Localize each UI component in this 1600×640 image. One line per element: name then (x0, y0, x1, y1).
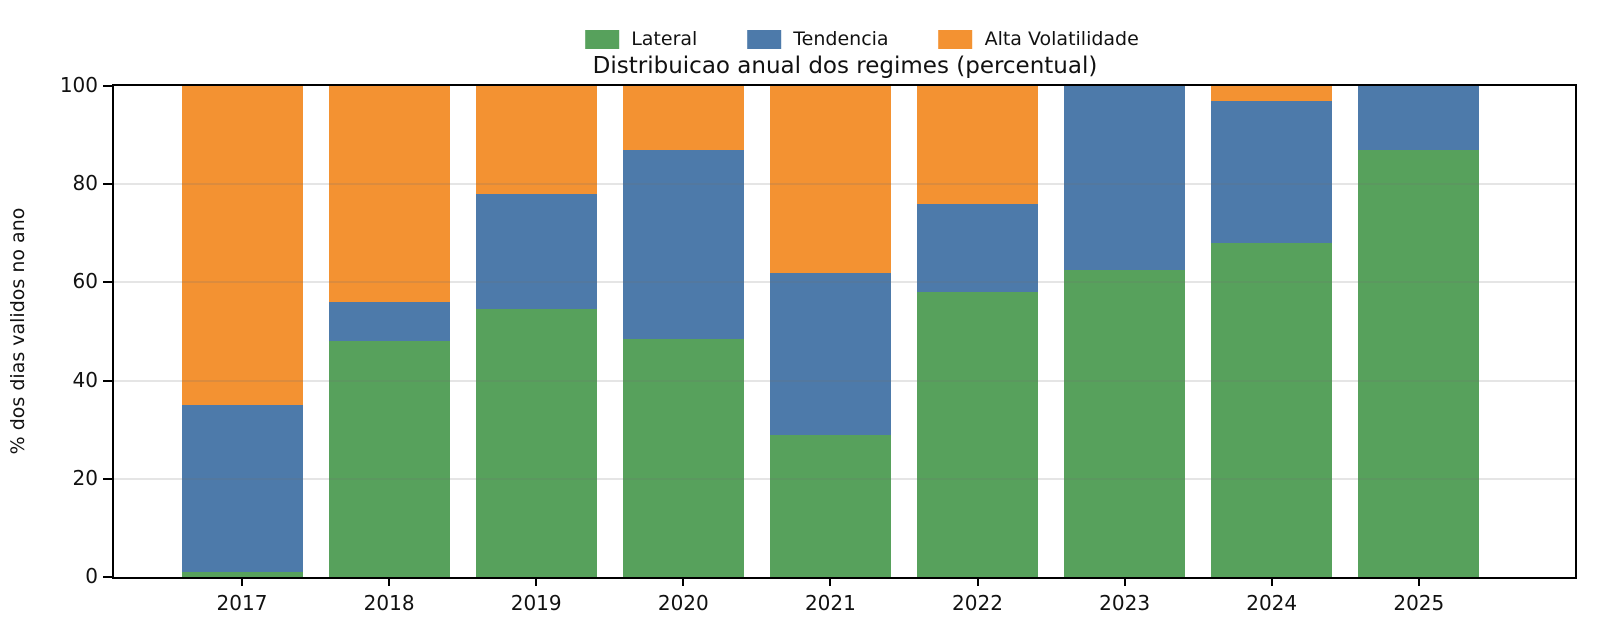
segment-alta-volatilidade-2024 (1211, 86, 1333, 101)
segment-lateral-2025 (1358, 149, 1480, 577)
segment-tendencia-2025 (1358, 86, 1480, 150)
y-tick (103, 183, 112, 186)
segment-tendencia-2020 (622, 149, 744, 339)
segment-tendencia-2018 (328, 302, 450, 342)
segment-lateral-2023 (1064, 270, 1186, 577)
segment-tendencia-2022 (917, 203, 1038, 293)
y-tick (103, 281, 112, 284)
bar-2019 (475, 86, 597, 577)
alta-volatilidade-color-swatch (938, 29, 973, 49)
y-tick (103, 576, 112, 578)
x-tick-label-2021: 2021 (804, 591, 856, 615)
bar-2017 (181, 86, 303, 577)
bar-2023 (1064, 86, 1186, 577)
bar-2022 (917, 86, 1038, 577)
segment-lateral-2022 (917, 292, 1038, 577)
y-tick-label-60: 60 (72, 269, 98, 294)
segment-lateral-2021 (769, 434, 891, 577)
legend-label-alta-volatilidade: Alta Volatilidade (984, 28, 1139, 50)
segment-tendencia-2021 (769, 272, 891, 435)
y-tick (103, 379, 112, 382)
legend-item-alta-volatilidade: Alta Volatilidade (938, 28, 1139, 50)
y-tick (103, 85, 112, 87)
x-tick-label-2024: 2024 (1246, 591, 1298, 615)
legend: Lateral Tendencia Alta Volatilidade (585, 28, 1139, 50)
segment-alta-volatilidade-2022 (917, 86, 1038, 204)
segment-tendencia-2023 (1064, 86, 1186, 271)
x-tick (535, 577, 538, 586)
segment-tendencia-2019 (475, 194, 597, 310)
legend-item-lateral: Lateral (585, 28, 697, 50)
x-tick-label-2018: 2018 (363, 591, 415, 615)
x-tick-label-2023: 2023 (1099, 591, 1151, 615)
segment-tendencia-2017 (181, 405, 303, 573)
segment-alta-volatilidade-2019 (475, 86, 597, 195)
segment-tendencia-2024 (1211, 100, 1333, 244)
x-tick-label-2025: 2025 (1393, 591, 1445, 615)
segment-lateral-2018 (328, 341, 450, 577)
segment-alta-volatilidade-2021 (769, 86, 891, 273)
x-tick-label-2022: 2022 (952, 591, 1003, 615)
segment-lateral-2024 (1211, 243, 1333, 577)
x-tick (1417, 577, 1420, 586)
legend-label-tendencia: Tendencia (793, 28, 889, 50)
x-tick (388, 577, 391, 586)
segment-alta-volatilidade-2017 (181, 86, 303, 406)
plot-area: 2017 2018 2019 2020 2021 2022 2023 2024 2025 0 20 4… (60, 73, 1577, 615)
y-tick-label-40: 40 (72, 367, 98, 392)
x-tick (1123, 577, 1126, 586)
bar-2024 (1211, 86, 1333, 577)
x-tick-label-2017: 2017 (216, 591, 268, 615)
legend-item-tendencia: Tendencia (747, 28, 889, 50)
tendencia-color-swatch (747, 29, 782, 49)
y-tick-label-20: 20 (72, 465, 98, 490)
x-tick-label-2019: 2019 (510, 591, 562, 615)
lateral-color-swatch (585, 29, 620, 49)
y-tick-label-0: 0 (85, 564, 98, 588)
x-tick (682, 577, 685, 586)
segment-lateral-2017 (181, 572, 303, 577)
segment-alta-volatilidade-2018 (328, 86, 450, 303)
y-tick-label-80: 80 (72, 171, 98, 196)
x-tick (241, 577, 243, 586)
x-tick (976, 577, 979, 586)
bar-2021 (769, 86, 891, 577)
x-tick-label-2020: 2020 (657, 591, 709, 615)
segment-alta-volatilidade-2020 (622, 86, 744, 150)
y-tick-label-100: 100 (59, 73, 98, 97)
segment-lateral-2019 (475, 309, 597, 577)
bar-2018 (328, 86, 450, 577)
legend-label-lateral: Lateral (631, 28, 698, 50)
bar-2020 (622, 86, 744, 577)
y-tick (103, 477, 112, 480)
x-tick (829, 577, 832, 586)
bar-2025 (1358, 86, 1480, 577)
y-axis-label: % dos dias validos no ano (7, 207, 29, 455)
chart-title: Distribuicao anual dos regimes (percentu… (592, 53, 1098, 79)
segment-lateral-2020 (622, 338, 744, 577)
x-tick (1270, 577, 1273, 586)
